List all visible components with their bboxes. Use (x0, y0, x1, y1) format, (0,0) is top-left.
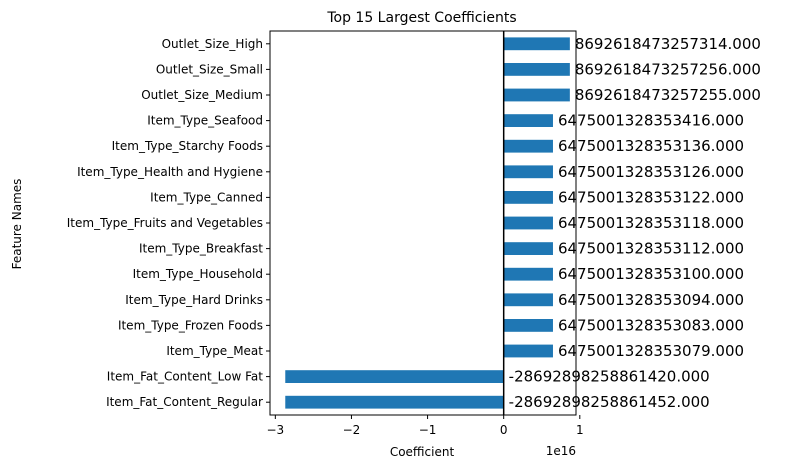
bar-data-label: -28692898258861420.000 (509, 368, 710, 386)
bar (503, 293, 553, 307)
y-axis-ticks: Outlet_Size_High Outlet_Size_Small Outlet_… (67, 37, 270, 409)
y-tick-label: Item_Fat_Content_Regular (106, 395, 263, 409)
bar-data-label: 6475001328353083.000 (558, 316, 744, 334)
bar-data-label: 6475001328353100.000 (558, 265, 744, 283)
bar (503, 63, 570, 76)
y-axis-title: Feature Names (10, 179, 24, 270)
x-axis-title: Coefficient (390, 445, 455, 459)
bar-data-label: 6475001328353112.000 (558, 240, 744, 258)
bar (503, 267, 553, 281)
bar-data-label: 6475001328353416.000 (558, 112, 744, 130)
x-tick-label: −1 (419, 423, 437, 437)
y-tick-label: Item_Type_Fruits and Vegetables (67, 216, 263, 230)
bar-data-label: 6475001328353126.000 (558, 163, 744, 181)
y-tick-label: Item_Type_Health and Hygiene (77, 165, 263, 179)
bar (285, 395, 504, 409)
chart-title: Top 15 Largest Coefficients (326, 10, 516, 26)
y-tick-label: Item_Fat_Content_Low Fat (107, 370, 264, 384)
x-tick-label: 0 (500, 423, 508, 437)
bar-data-label: 6475001328353122.000 (558, 188, 744, 206)
y-tick-label: Item_Type_Starchy Foods (112, 139, 263, 153)
bar-data-label: 6475001328353118.000 (558, 214, 744, 232)
data-labels-group: 8692618473257314.000 8692618473257256.000… (509, 35, 761, 411)
bar (503, 191, 553, 204)
bar (285, 370, 504, 383)
bar (503, 114, 553, 127)
y-tick-label: Item_Type_Breakfast (139, 242, 263, 256)
bar (503, 37, 570, 51)
bar (503, 139, 553, 153)
bar (503, 88, 570, 102)
bar-data-label: 8692618473257255.000 (575, 86, 761, 104)
bar-data-label: 6475001328353079.000 (558, 342, 744, 360)
y-tick-label: Item_Type_Hard Drinks (125, 293, 263, 307)
y-tick-label: Item_Type_Household (133, 267, 263, 281)
bar (503, 344, 553, 358)
bar-data-label: 6475001328353136.000 (558, 137, 744, 155)
y-tick-label: Outlet_Size_High (162, 37, 263, 51)
bar (503, 165, 553, 179)
y-tick-label: Item_Type_Seafood (147, 114, 263, 128)
bar-data-label: 8692618473257256.000 (575, 60, 761, 78)
x-tick-label: −2 (343, 423, 361, 437)
bars-group (285, 37, 570, 409)
bar (503, 216, 553, 230)
bar-data-label: -28692898258861452.000 (509, 393, 710, 411)
plot-area-frame (269, 30, 577, 416)
y-tick-label: Item_Type_Frozen Foods (118, 318, 263, 332)
x-tick-label: 1 (576, 423, 584, 437)
x-axis-ticks: −3 −2 −1 0 1 (266, 415, 584, 437)
x-axis-offset-label: 1e16 (546, 444, 576, 458)
y-tick-label: Item_Type_Canned (150, 190, 263, 204)
bar-data-label: 6475001328353094.000 (558, 291, 744, 309)
y-tick-label: Item_Type_Meat (166, 344, 263, 358)
bar-data-label: 8692618473257314.000 (575, 35, 761, 53)
y-tick-label: Outlet_Size_Medium (141, 88, 263, 102)
y-tick-label: Outlet_Size_Small (156, 62, 263, 76)
bar (503, 242, 553, 255)
bar (503, 319, 553, 332)
x-tick-label: −3 (266, 423, 284, 437)
